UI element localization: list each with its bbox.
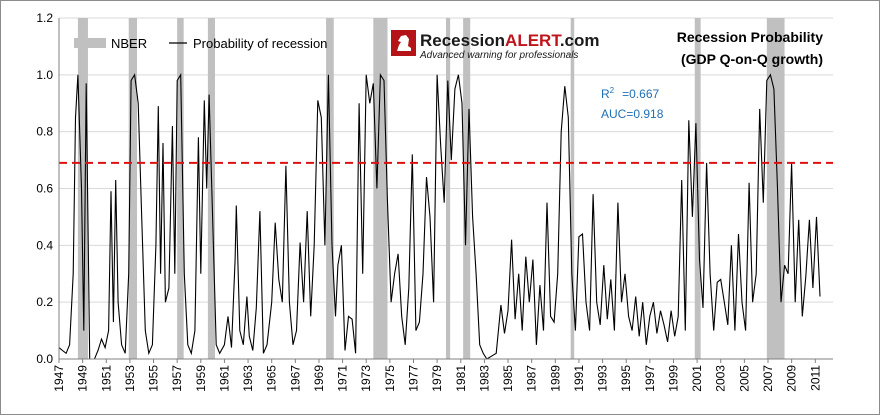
x-tick-label: 1965 <box>265 365 279 392</box>
y-tick-label: 0.2 <box>36 295 53 309</box>
x-tick-label: 1993 <box>596 365 610 392</box>
y-tick-label: 0.6 <box>36 182 53 196</box>
nber-band <box>128 18 137 359</box>
x-tick-labels: 1947 1949 1951 1953 1955 1957 1959 1961 1963 1965… <box>52 359 822 392</box>
logo-tagline: Advanced warning for professionals <box>419 50 578 61</box>
recessionalert-logo: RecessionALERT.com Advanced warning for … <box>391 30 600 61</box>
x-tick-label: 1977 <box>407 365 421 392</box>
x-tick-label: 1983 <box>477 365 491 392</box>
y-tick-label: 1.2 <box>36 11 53 25</box>
legend: NBER Probability of recession <box>74 36 327 51</box>
y-tick-label: 0.0 <box>36 352 53 366</box>
x-tick-label: 1957 <box>170 365 184 392</box>
x-tick-label: 1989 <box>548 365 562 392</box>
x-tick-label: 1987 <box>525 365 539 392</box>
y-tick-labels: 0.0 0.2 0.4 0.6 0.8 1.0 1.2 <box>36 11 53 366</box>
x-tick-label: 1951 <box>99 365 113 392</box>
x-tick-label: 1997 <box>643 365 657 392</box>
y-tick-label: 0.4 <box>36 238 53 252</box>
x-tick-label: 1955 <box>147 365 161 392</box>
nber-band <box>570 18 575 359</box>
nber-band <box>373 18 388 359</box>
x-tick-label: 2005 <box>737 365 751 392</box>
x-tick-label: 1969 <box>312 365 326 392</box>
x-tick-label: 2011 <box>808 365 822 391</box>
x-tick-label: 2009 <box>785 365 799 392</box>
legend-nber-swatch <box>74 38 106 48</box>
x-tick-label: 1981 <box>454 365 468 392</box>
x-tick-label: 1971 <box>336 365 350 392</box>
x-tick-label: 1985 <box>501 365 515 392</box>
nber-band <box>77 18 88 359</box>
x-tick-label: 1973 <box>359 365 373 392</box>
legend-nber-label: NBER <box>111 36 147 51</box>
x-tick-label: 1953 <box>123 365 137 392</box>
y-tick-label: 1.0 <box>36 68 53 82</box>
x-tick-label: 2001 <box>690 365 704 392</box>
logo-text: RecessionALERT.com <box>420 31 600 50</box>
x-tick-label: 2007 <box>761 365 775 392</box>
nber-band <box>766 18 785 359</box>
chart-title-line2: (GDP Q-on-Q growth) <box>681 51 823 67</box>
y-tick-label: 0.8 <box>36 125 53 139</box>
x-tick-label: 1979 <box>430 365 444 392</box>
chart-title-line1: Recession Probability <box>677 29 823 45</box>
nber-band <box>446 18 451 359</box>
x-tick-label: 1991 <box>572 365 586 392</box>
x-tick-label: 2003 <box>714 365 728 392</box>
nber-band <box>177 18 184 359</box>
nber-band <box>326 18 334 359</box>
x-tick-label: 1949 <box>76 365 90 392</box>
r-squared-label: R2 =0.667 <box>601 86 659 101</box>
x-tick-label: 1975 <box>383 365 397 392</box>
x-tick-label: 1967 <box>288 365 302 392</box>
x-tick-label: 1961 <box>217 365 231 392</box>
auc-label: AUC=0.918 <box>601 107 664 121</box>
legend-probability-label: Probability of recession <box>193 36 327 51</box>
x-tick-label: 1959 <box>194 365 208 392</box>
x-tick-label: 1963 <box>241 365 255 392</box>
x-tick-label: 1999 <box>666 365 680 392</box>
x-tick-label: 1995 <box>619 365 633 392</box>
probability-series-line <box>58 72 821 360</box>
chess-knight-icon <box>397 35 411 51</box>
x-tick-label: 1947 <box>52 365 66 392</box>
